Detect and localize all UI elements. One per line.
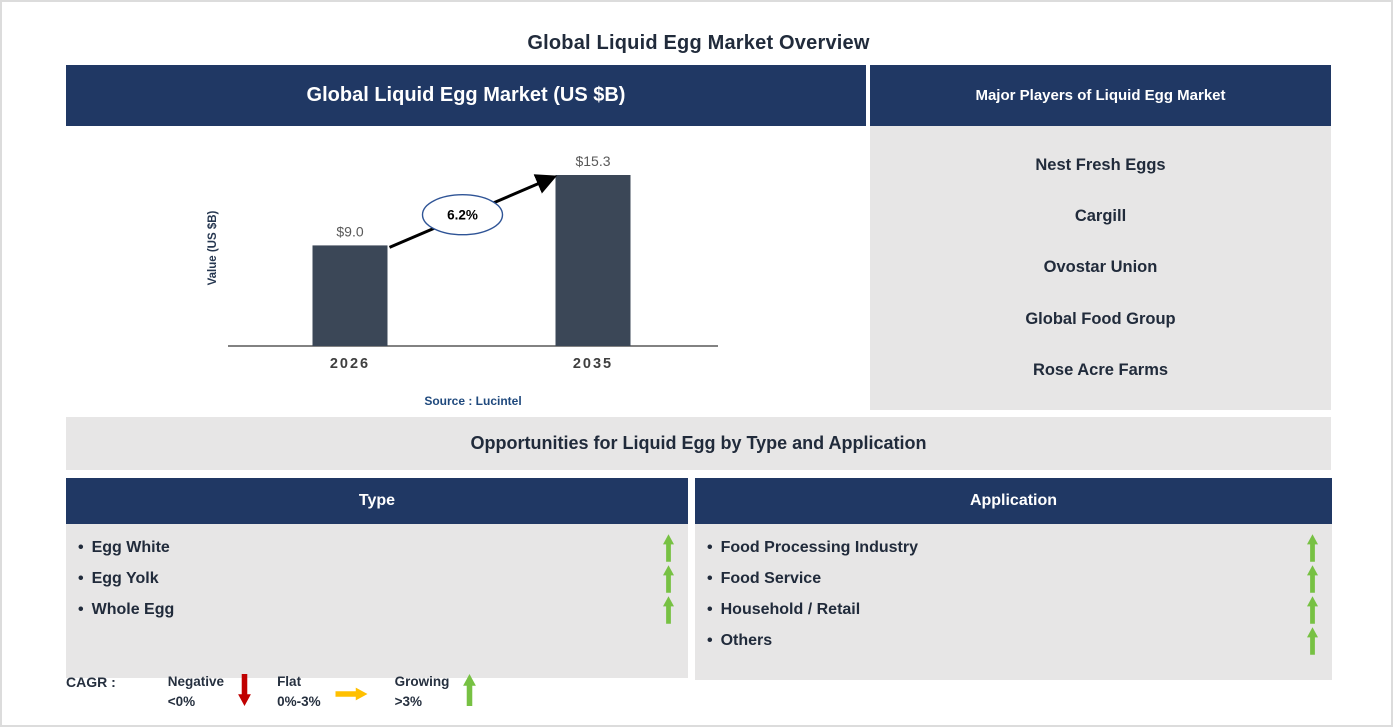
- trend-up-arrow-icon: [1307, 595, 1318, 624]
- chart-panel-header-label: Global Liquid Egg Market (US $B): [306, 84, 626, 106]
- type-panel-header: Type: [66, 478, 688, 524]
- x-tick-label: 2026: [330, 356, 370, 372]
- trend-growing-cell: [663, 564, 674, 593]
- opportunity-label: Household / Retail: [720, 600, 861, 618]
- bar-value-label: $9.0: [336, 223, 363, 239]
- legend-item-range: <0%: [167, 694, 196, 709]
- player-name: Nest Fresh Eggs: [1035, 156, 1166, 175]
- opportunities-title: Opportunities for Liquid Egg by Type and…: [470, 433, 927, 453]
- application-panel-list: • Food Processing Industry • Food Servic…: [695, 524, 1332, 680]
- bar-2026: [312, 245, 388, 346]
- opportunity-label: Egg Yolk: [91, 569, 159, 587]
- legend-item: Negative <0%: [168, 672, 251, 712]
- bullet-marker: •: [78, 538, 84, 556]
- cagr-oval: [421, 194, 504, 236]
- trend-growing-cell: [1307, 595, 1318, 624]
- type-panel-list: • Egg White • Egg Yolk • Whole Egg: [66, 524, 688, 678]
- chart-source-note: Source : Lucintel: [424, 394, 522, 408]
- legend-item: Flat 0%-3%: [277, 672, 369, 712]
- trend-growing-cell: [1307, 564, 1318, 593]
- trend-down-arrow-icon: [238, 674, 251, 706]
- player-name: Rose Acre Farms: [1032, 360, 1169, 379]
- trend-up-arrow-icon: [1307, 533, 1318, 562]
- bullet-marker: •: [707, 569, 713, 587]
- major-players-header: Major Players of Liquid Egg Market: [870, 65, 1331, 126]
- trend-growing-cell: [663, 533, 674, 562]
- major-players-list: Nest Fresh Eggs Cargill Ovostar Union Gl…: [870, 126, 1331, 410]
- opportunity-label: Egg White: [91, 538, 170, 556]
- opportunity-label: Whole Egg: [91, 600, 175, 618]
- opportunity-label: Food Processing Industry: [720, 538, 918, 556]
- trend-growing-cell: [663, 595, 674, 624]
- cagr-legend: CAGR : Negative <0% Flat 0%-3% Growing >…: [66, 672, 502, 712]
- y-axis-label: Value (US $B): [207, 210, 219, 285]
- trend-up-arrow-icon: [663, 564, 674, 593]
- trend-up-arrow-icon: [463, 674, 477, 706]
- application-panel-header: Application: [695, 478, 1332, 524]
- opportunity-row: • Food Service: [707, 563, 1318, 594]
- legend-item-label: Negative: [167, 674, 225, 689]
- trend-up-arrow-icon: [1307, 626, 1318, 655]
- legend-item-label: Growing: [394, 674, 450, 689]
- cagr-legend-prefix: CAGR :: [66, 674, 116, 690]
- trend-up-arrow-icon: [663, 533, 674, 562]
- bullet-marker: •: [78, 600, 84, 618]
- trend-growing-cell: [1307, 533, 1318, 562]
- opportunity-row: • Household / Retail: [707, 594, 1318, 625]
- opportunity-label: Food Service: [720, 569, 822, 587]
- player-name: Cargill: [1074, 207, 1127, 226]
- bar-2035: [555, 175, 631, 346]
- bullet-marker: •: [707, 631, 713, 649]
- legend-item-range: 0%-3%: [277, 694, 321, 709]
- opportunity-row: • Egg White: [78, 532, 674, 563]
- application-panel-header-label: Application: [969, 492, 1058, 509]
- player-name: Ovostar Union: [1043, 258, 1158, 277]
- trend-up-arrow-icon: [663, 595, 674, 624]
- legend-item-range: >3%: [394, 694, 422, 709]
- market-chart-region: Value (US $B) $9.0 2026 $15.3 2035 6.2%: [66, 126, 866, 417]
- opportunity-row: • Others: [707, 625, 1318, 656]
- legend-item: Growing >3%: [395, 672, 477, 712]
- opportunity-row: • Food Processing Industry: [707, 532, 1318, 563]
- cagr-legend-items: Negative <0% Flat 0%-3% Growing >3%: [168, 672, 503, 712]
- bullet-marker: •: [707, 600, 713, 618]
- bullet-marker: •: [78, 569, 84, 587]
- cagr-value-label: 6.2%: [447, 208, 478, 223]
- trend-up-arrow-icon: [1307, 564, 1318, 593]
- legend-item-label: Flat: [277, 674, 302, 689]
- trend-growing-cell: [1307, 626, 1318, 655]
- opportunity-label: Others: [720, 631, 773, 649]
- major-players-header-label: Major Players of Liquid Egg Market: [975, 87, 1226, 104]
- x-tick-label: 2035: [573, 356, 613, 372]
- type-panel-header-label: Type: [358, 492, 396, 509]
- trend-right-arrow-icon: [335, 687, 368, 701]
- opportunity-row: • Egg Yolk: [78, 563, 674, 594]
- player-name: Global Food Group: [1025, 309, 1176, 328]
- bullet-marker: •: [707, 538, 713, 556]
- page-title: Global Liquid Egg Market Overview: [527, 32, 870, 54]
- market-bar-chart: Value (US $B) $9.0 2026 $15.3 2035 6.2%: [207, 153, 718, 372]
- bar-value-label: $15.3: [575, 153, 610, 169]
- opportunity-row: • Whole Egg: [78, 594, 674, 625]
- opportunities-title-band: Opportunities for Liquid Egg by Type and…: [66, 417, 1331, 470]
- chart-panel-header: Global Liquid Egg Market (US $B): [66, 65, 866, 126]
